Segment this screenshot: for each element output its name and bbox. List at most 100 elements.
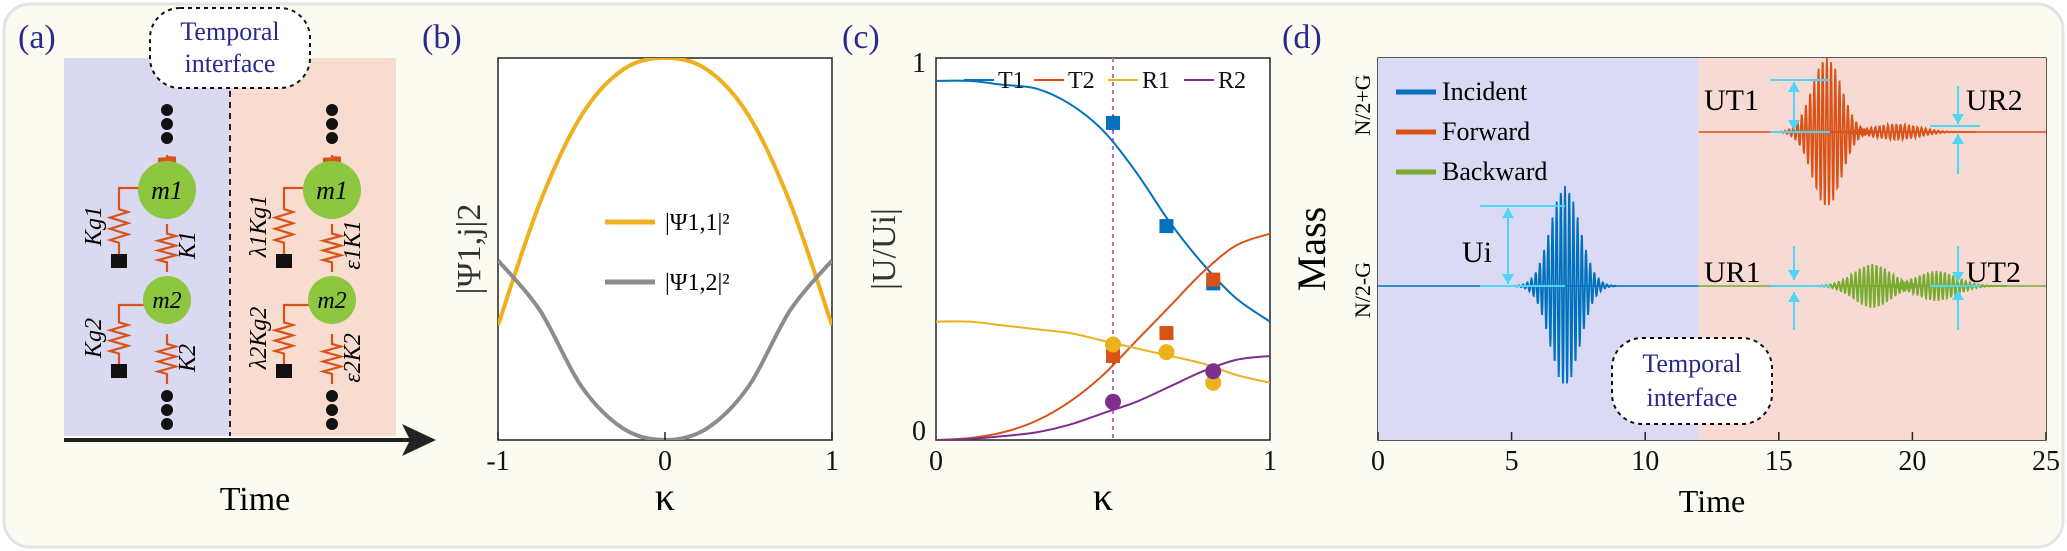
left-ground-block-1 [111, 254, 127, 268]
c-legend-label-T1: T1 [998, 68, 1025, 94]
ur2-arrow-up-head [1952, 134, 1964, 144]
annotation-ut2: UT2 [1966, 256, 2021, 289]
panel-a-label: (a) [18, 19, 56, 56]
panel-d-ylabel: Mass [1289, 207, 1334, 291]
ur1-arrow-down-head [1788, 270, 1800, 280]
c-ytick-label-0: 0 [912, 416, 926, 447]
right-ground-line-1 [282, 186, 306, 198]
ut1-arrow-down-head [1788, 120, 1800, 130]
legend-incident-label: Incident [1442, 77, 1528, 106]
right-dot-top-0 [326, 104, 338, 116]
d-callout-line-1: Temporal [1642, 349, 1741, 378]
right-spring-kg1 [271, 198, 297, 254]
left-dot-bottom-0 [161, 390, 173, 402]
annotation-ur2: UR2 [1966, 84, 2023, 117]
panel-d-callout [1611, 337, 1773, 425]
legend-forward-label: Forward [1442, 117, 1530, 146]
panel-a-xlabel: Time [220, 481, 291, 518]
d-xtick-label-4: 20 [1898, 446, 1926, 477]
c-legend-label-R2: R2 [1218, 68, 1246, 94]
c-point-R2-1 [1205, 363, 1222, 380]
c-legend-label-R1: R1 [1142, 68, 1170, 94]
right-dot-top-1 [326, 118, 338, 130]
c-point-R2-0 [1105, 393, 1122, 410]
right-mass-2 [308, 276, 356, 324]
right-spring-label-0: λ1Kg1 [246, 195, 272, 258]
right-ground-block-2 [276, 364, 292, 378]
left-spring-label-2: Kg2 [81, 318, 107, 359]
d-xtick-label-1: 5 [1505, 446, 1519, 477]
ut2-arrow-down-head [1952, 272, 1964, 282]
left-dot-bottom-1 [161, 404, 173, 416]
ur2-arrow-down-head [1952, 114, 1964, 124]
panel-b-ylabel: |Ψ1,j|2 [451, 204, 488, 295]
panel-c-ylabel: |U/Ui| [866, 208, 903, 290]
right-ground-block-1 [276, 254, 292, 268]
left-spring-label-3: K2 [175, 344, 201, 373]
right-mass-1-label: m1 [316, 176, 348, 205]
left-spring-kg2 [106, 312, 132, 364]
right-spring-kg2 [271, 312, 297, 364]
time-arrow-head [402, 424, 436, 456]
left-spring-kg1 [106, 198, 132, 254]
panel-d-xlabel: Time [1679, 483, 1745, 519]
left-spring-label-0: Kg1 [81, 206, 107, 247]
left-spring-label-1: K1 [175, 231, 201, 260]
b-series-1 [498, 259, 832, 440]
left-dot-top-2 [161, 132, 173, 144]
left-spring-k1 [153, 224, 181, 272]
left-mass-2-label: m2 [152, 288, 181, 314]
d-callout-line-2: interface [1647, 383, 1738, 412]
panel-b: (b) -1 0 1 κ |Ψ1,j|2 |Ψ1,1|² |Ψ1,2|² [422, 19, 839, 519]
c-point-T1-1 [1159, 219, 1174, 234]
c-point-R1-1 [1158, 344, 1175, 361]
left-mass-1 [138, 161, 196, 219]
right-spring-label-2: λ2Kg2 [246, 307, 272, 370]
ui-arrow-down-head [1502, 274, 1514, 284]
d-pulse-backward-tail [1866, 270, 2007, 302]
d-pulse-forward-tail [1816, 121, 1976, 143]
left-dot-top-0 [161, 104, 173, 116]
b-xtick-label-0: -1 [486, 446, 509, 477]
left-dot-top-1 [161, 118, 173, 130]
left-dot-bottom-2 [161, 418, 173, 430]
ut1-arrow-up-head [1788, 82, 1800, 92]
c-legend-label-T2: T2 [1068, 68, 1095, 94]
right-dot-top-2 [326, 132, 338, 144]
c-point-T2-1 [1159, 326, 1174, 341]
d-xtick-label-2: 10 [1631, 446, 1659, 477]
legend-psi11-label: |Ψ1,1|² [665, 210, 730, 236]
c-point-T2-0 [1106, 348, 1121, 363]
b-series-0 [498, 58, 832, 327]
right-spring-k1 [318, 224, 346, 272]
ur1-arrow-up-head [1788, 292, 1800, 302]
right-mass-1 [303, 161, 361, 219]
right-spring-label-1: ε1K1 [340, 220, 366, 269]
right-spring-label-3: ε2K2 [340, 333, 366, 382]
right-dot-bottom-0 [326, 390, 338, 402]
ui-arrow-up-head [1502, 208, 1514, 218]
legend-psi12-label: |Ψ1,2|² [665, 270, 730, 296]
right-dot-bottom-2 [326, 418, 338, 430]
panel-a: (a) Temporal interface Time m1 m2 Kg1 K1 Kg2… [18, 7, 436, 518]
right-ground-line-2 [282, 303, 310, 312]
panel-c: (c) 00 1 1 T1 T2 R1 R2 κ |U/Ui| [842, 19, 1277, 519]
c-xtick-label-0: 0 [929, 446, 943, 477]
panel-d: (d) 0 5 10 15 20 25 Time Mass N/2+G N/2-G Inc… [1282, 19, 2060, 519]
c-point-T2-2 [1206, 272, 1221, 287]
panel-b-label: (b) [422, 19, 462, 56]
legend-backward-label: Backward [1442, 157, 1547, 186]
after-region [230, 58, 396, 436]
before-region [64, 58, 230, 436]
right-mass-2-label: m2 [317, 288, 346, 314]
ut2-arrow-up-head [1952, 290, 1964, 300]
panel-c-xlabel: κ [1093, 474, 1113, 519]
c-point-R1-0 [1105, 336, 1122, 353]
ytick-upper: N/2+G [1350, 74, 1375, 135]
left-ground-line-2 [117, 303, 145, 312]
annotation-ui: Ui [1462, 236, 1492, 269]
left-ground-line-1 [117, 186, 141, 198]
c-point-T1-0 [1106, 115, 1121, 130]
left-mass-1-label: m1 [151, 176, 183, 205]
